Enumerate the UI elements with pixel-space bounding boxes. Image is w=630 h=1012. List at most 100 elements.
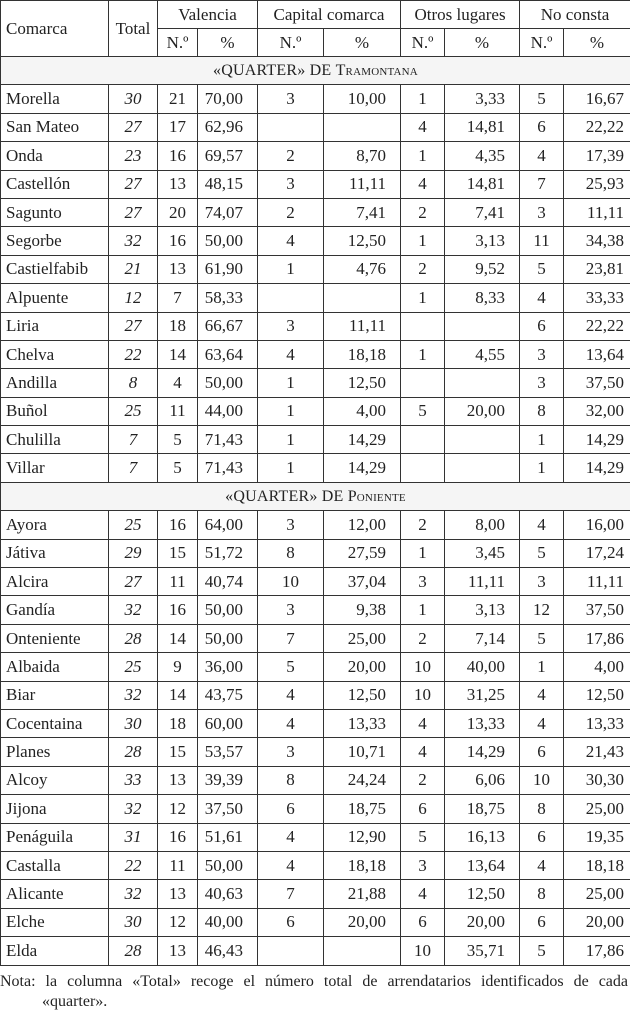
- subheader-n: N.º: [258, 29, 324, 57]
- value-cell: [324, 284, 401, 312]
- value-cell: 10,71: [324, 738, 401, 766]
- subheader-n: N.º: [158, 29, 198, 57]
- value-cell: 4: [158, 369, 198, 397]
- value-cell: 8,00: [445, 511, 520, 539]
- total-cell: 28: [109, 624, 158, 652]
- value-cell: 2: [401, 624, 445, 652]
- value-cell: 5: [158, 454, 198, 482]
- value-cell: [401, 312, 445, 340]
- value-cell: 15: [158, 738, 198, 766]
- value-cell: 17,39: [564, 142, 630, 170]
- value-cell: 15: [158, 539, 198, 567]
- section-title: «QUARTER» DE Poniente: [1, 482, 630, 510]
- value-cell: 4: [401, 113, 445, 141]
- value-cell: [445, 454, 520, 482]
- value-cell: 30,30: [564, 766, 630, 794]
- subheader-pct: %: [564, 29, 630, 57]
- total-cell: 28: [109, 937, 158, 965]
- value-cell: 1: [401, 539, 445, 567]
- value-cell: 13: [158, 766, 198, 794]
- value-cell: 16,00: [564, 511, 630, 539]
- value-cell: 70,00: [198, 85, 258, 113]
- value-cell: 4: [401, 170, 445, 198]
- value-cell: 9,38: [324, 596, 401, 624]
- value-cell: 11,11: [445, 568, 520, 596]
- value-cell: 8,70: [324, 142, 401, 170]
- total-cell: 25: [109, 511, 158, 539]
- comarca-cell: Elda: [1, 937, 109, 965]
- total-cell: 27: [109, 113, 158, 141]
- total-cell: 27: [109, 312, 158, 340]
- comarca-cell: Andilla: [1, 369, 109, 397]
- comarca-cell: Castellón: [1, 170, 109, 198]
- comarca-cell: Gandía: [1, 596, 109, 624]
- value-cell: 18,18: [564, 851, 630, 879]
- value-cell: 40,00: [445, 653, 520, 681]
- total-cell: 23: [109, 142, 158, 170]
- value-cell: 14,29: [564, 454, 630, 482]
- value-cell: 50,00: [198, 596, 258, 624]
- comarca-cell: Elche: [1, 908, 109, 936]
- value-cell: 12,50: [324, 681, 401, 709]
- value-cell: 63,64: [198, 340, 258, 368]
- value-cell: 25,00: [564, 880, 630, 908]
- value-cell: 7: [520, 170, 564, 198]
- value-cell: 18,18: [324, 851, 401, 879]
- value-cell: 7: [258, 624, 324, 652]
- value-cell: 14,81: [445, 113, 520, 141]
- value-cell: 6: [520, 113, 564, 141]
- value-cell: 4: [258, 709, 324, 737]
- value-cell: 14: [158, 624, 198, 652]
- subheader-n: N.º: [401, 29, 445, 57]
- value-cell: 8: [520, 397, 564, 425]
- comarca-cell: Onda: [1, 142, 109, 170]
- value-cell: [401, 454, 445, 482]
- value-cell: 16: [158, 596, 198, 624]
- subheader-n: N.º: [520, 29, 564, 57]
- value-cell: 7,41: [445, 198, 520, 226]
- value-cell: 5: [520, 85, 564, 113]
- value-cell: 1: [258, 426, 324, 454]
- value-cell: 3,45: [445, 539, 520, 567]
- data-table: Comarca Total Valencia Capital comarca O…: [0, 0, 630, 966]
- value-cell: 37,50: [198, 795, 258, 823]
- value-cell: 21: [158, 85, 198, 113]
- value-cell: 17: [158, 113, 198, 141]
- total-cell: 21: [109, 255, 158, 283]
- value-cell: [324, 937, 401, 965]
- comarca-cell: Chulilla: [1, 426, 109, 454]
- subheader-pct: %: [445, 29, 520, 57]
- value-cell: 34,38: [564, 227, 630, 255]
- value-cell: 16,13: [445, 823, 520, 851]
- value-cell: 10: [258, 568, 324, 596]
- value-cell: 2: [401, 511, 445, 539]
- value-cell: 17,86: [564, 937, 630, 965]
- value-cell: 7: [158, 284, 198, 312]
- value-cell: 50,00: [198, 227, 258, 255]
- total-cell: 22: [109, 851, 158, 879]
- value-cell: 33,33: [564, 284, 630, 312]
- value-cell: 2: [401, 766, 445, 794]
- value-cell: 8: [520, 795, 564, 823]
- section-title: «QUARTER» DE Tramontana: [1, 57, 630, 85]
- value-cell: 22,22: [564, 113, 630, 141]
- value-cell: [445, 369, 520, 397]
- comarca-cell: Planes: [1, 738, 109, 766]
- value-cell: 36,00: [198, 653, 258, 681]
- section-header-row: «QUARTER» DE Tramontana: [1, 57, 630, 85]
- value-cell: 61,90: [198, 255, 258, 283]
- value-cell: 27,59: [324, 539, 401, 567]
- value-cell: 50,00: [198, 369, 258, 397]
- value-cell: 18,75: [324, 795, 401, 823]
- value-cell: 13,64: [445, 851, 520, 879]
- header-capital-comarca: Capital comarca: [258, 1, 401, 29]
- section-title-name: Poniente: [348, 488, 406, 505]
- value-cell: 74,07: [198, 198, 258, 226]
- section-title-name: Tramontana: [336, 62, 418, 79]
- value-cell: 13,33: [564, 709, 630, 737]
- value-cell: 32,00: [564, 397, 630, 425]
